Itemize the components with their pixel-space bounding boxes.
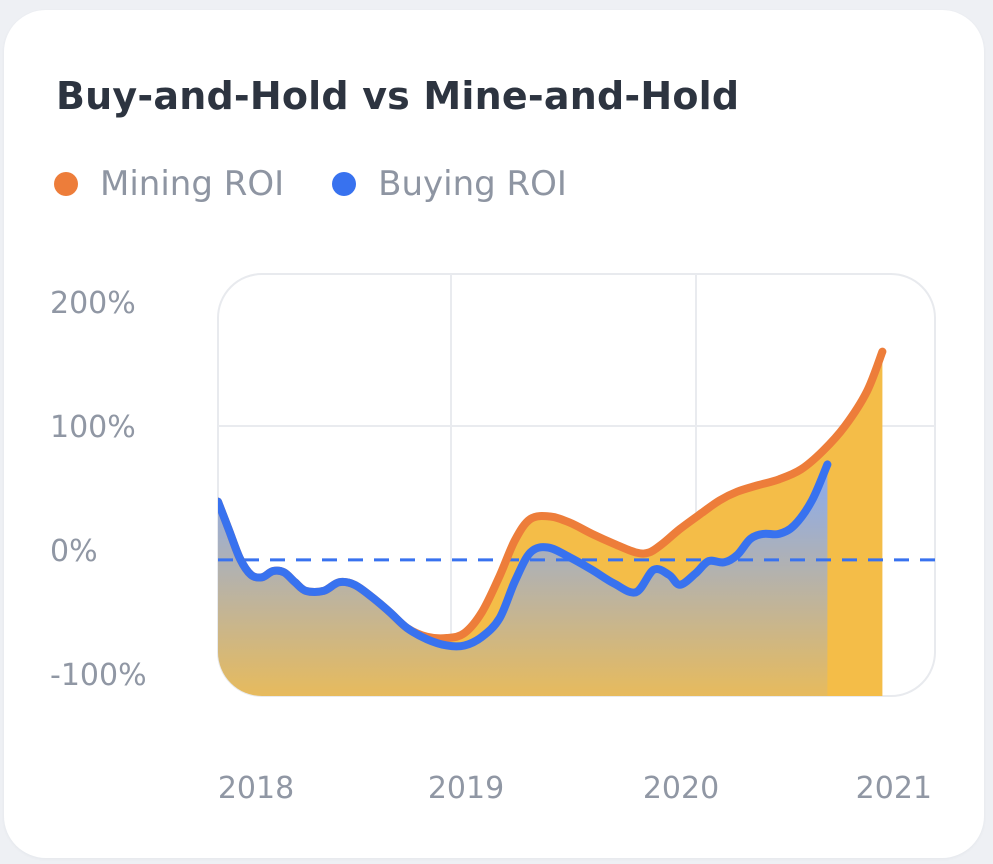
legend-item-mining[interactable]: Mining ROI [54,164,284,204]
legend-dot-buying-icon [332,172,357,196]
x-tick-label: 2020 [643,771,719,806]
x-tick-label: 2021 [856,771,932,806]
legend-label-buying: Buying ROI [378,164,567,204]
buying-roi-line [218,460,832,651]
y-tick-label: 100% [50,410,136,445]
legend-label-mining: Mining ROI [100,164,285,204]
legend-dot-mining-icon [54,172,78,196]
y-tick-label: 200% [50,286,136,321]
x-tick-label: 2018 [218,771,294,806]
buying-roi-area [218,464,828,696]
x-tick-label: 2019 [428,771,504,806]
chart-title: Buy-and-Hold vs Mine-and-Hold [56,74,740,118]
y-tick-label: 0% [50,534,98,569]
y-tick-label: -100% [50,658,147,693]
chart-legend: Mining ROI Buying ROI [54,164,567,204]
legend-item-buying[interactable]: Buying ROI [332,164,567,204]
plot-content [218,274,935,696]
